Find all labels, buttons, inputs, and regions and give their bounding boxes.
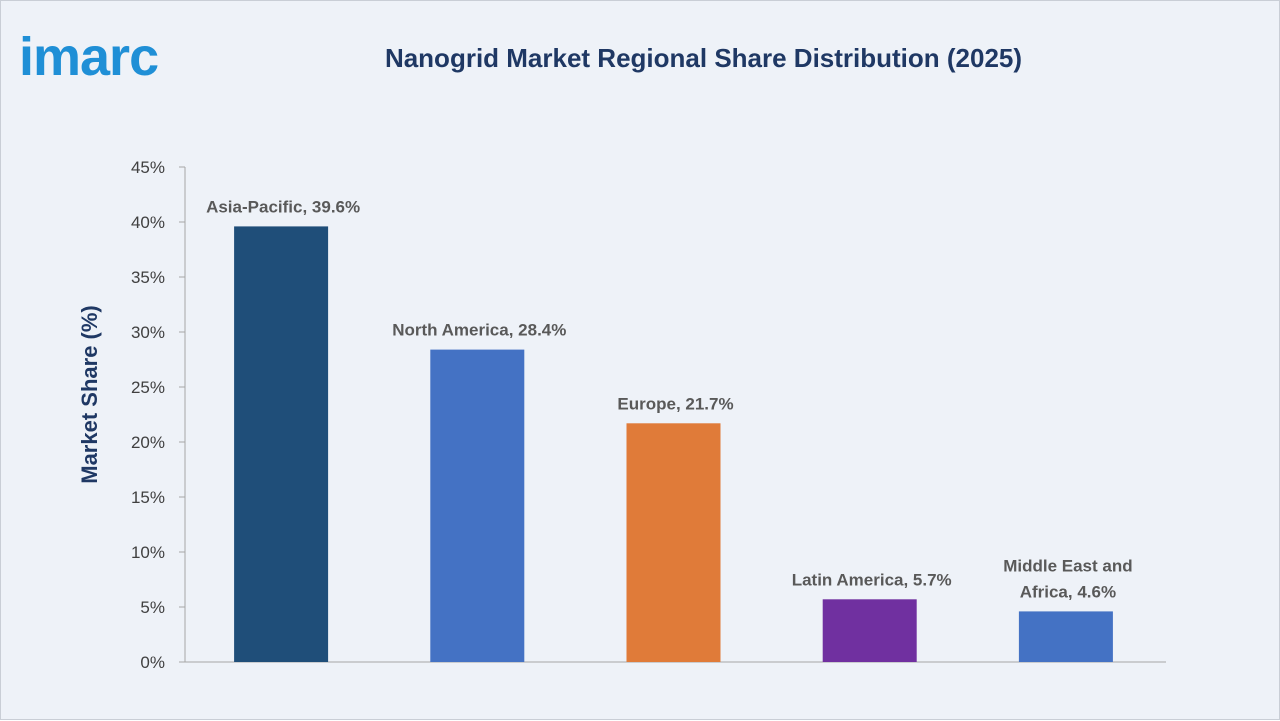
chart-title: Nanogrid Market Regional Share Distribut… (384, 43, 1023, 73)
data-label: North America, 28.4% (392, 321, 566, 340)
bar-middle-east-and-africa (1018, 611, 1113, 662)
data-label: Europe, 21.7% (617, 394, 733, 413)
y-tick-label: 15% (131, 488, 165, 507)
imarc-logo: imarc (19, 27, 159, 87)
bar-asia-pacific (234, 226, 329, 662)
y-tick-label: 35% (131, 268, 165, 287)
y-axis-title: Market Share (%) (77, 305, 102, 484)
y-tick-label: 30% (131, 323, 165, 342)
y-tick-label: 25% (131, 378, 165, 397)
y-tick-label: 20% (131, 433, 165, 452)
y-tick-label: 5% (140, 598, 165, 617)
y-tick-label: 45% (131, 158, 165, 177)
bar-latin-america (822, 599, 917, 662)
bar-north-america (430, 349, 525, 662)
data-label: Asia-Pacific, 39.6% (206, 197, 360, 216)
data-label: Africa, 4.6% (1020, 582, 1116, 601)
y-tick-label: 0% (140, 653, 165, 672)
data-label: Middle East and (1003, 556, 1132, 575)
y-tick-label: 10% (131, 543, 165, 562)
y-tick-label: 40% (131, 213, 165, 232)
bar-europe (626, 423, 721, 662)
data-label: Latin America, 5.7% (792, 570, 952, 589)
